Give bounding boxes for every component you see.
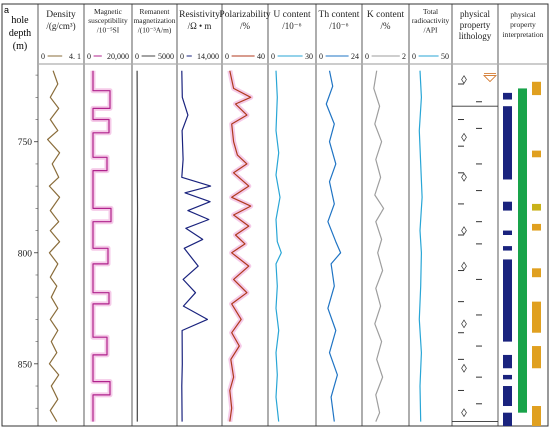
magnetic-scale-max: 20,000: [107, 52, 129, 61]
polarizability-scale-max: 40: [257, 52, 265, 61]
total_radioactivity-header-line: Total: [423, 7, 438, 16]
interpretation-blue-bar: [503, 374, 512, 380]
lithology-header-line: physical: [460, 9, 490, 19]
interpretation-blue-bar: [503, 386, 512, 407]
interpretation-orange-bar: [532, 223, 541, 231]
polarizability-curve: [229, 70, 252, 422]
uranium-scale-max: 30: [305, 52, 313, 61]
lithology-diamond: [461, 261, 467, 271]
density-scale-min: 0: [41, 52, 45, 61]
magnetic-header-line: Magnetic: [94, 7, 123, 16]
magnetic-header-line: /10⁻⁵SI: [97, 25, 120, 34]
potassium-header-line: /%: [381, 21, 392, 31]
depth-tick-label: 800: [18, 249, 33, 259]
thorium-scale-max: 24: [351, 52, 359, 61]
total_radioactivity-header-line: /API: [424, 25, 439, 34]
resistivity-scale-max: 14,000: [197, 52, 219, 61]
interpretation-orange-bar: [532, 81, 541, 96]
density-header-line: Density: [46, 10, 76, 20]
depth-header-line1: hole: [11, 15, 29, 26]
remanent-header-line: /(10⁻³A/m): [138, 25, 172, 34]
uranium-header-line: U content: [273, 10, 311, 20]
resistivity-curve: [181, 70, 212, 422]
lithology-fault-symbol: [483, 75, 497, 83]
polarizability-scale-min: 0: [225, 52, 229, 61]
remanent-header-line: magnetization: [134, 16, 176, 25]
interpretation-orange-bar: [532, 268, 541, 278]
depth-header-line2: depth: [9, 28, 31, 39]
remanent-header-line: Remanent: [140, 7, 171, 16]
interpretation-blue-bar: [503, 354, 512, 369]
potassium-scale-min: 0: [365, 52, 369, 61]
thorium-header-line: Th content: [319, 10, 360, 20]
interpretation-blue-bar: [503, 201, 512, 211]
total_radioactivity-scale-max: 50: [441, 52, 449, 61]
total_radioactivity-curve: [418, 70, 423, 422]
interpretation-orange-bar: [532, 301, 541, 333]
thorium-scale-min: 0: [319, 52, 323, 61]
density-scale-max: 4. 1: [69, 52, 81, 61]
total_radioactivity-header-line: radioactivity: [412, 16, 450, 25]
depth-tick-label: 850: [18, 360, 33, 370]
interpretation-blue-bar: [503, 246, 512, 251]
panel-label: a: [4, 5, 9, 15]
lithology-diamond: [461, 363, 467, 373]
lithology-diamond: [461, 319, 467, 329]
total_radioactivity-scale-min: 0: [412, 52, 416, 61]
thorium-header-line: /10⁻⁶: [329, 21, 348, 31]
lithology-diamond: [461, 75, 467, 85]
potassium-header-line: K content: [367, 10, 405, 20]
grid-layer: [1, 3, 549, 427]
interpretation-blue-bar: [503, 230, 512, 236]
lithology-diamond: [461, 132, 467, 142]
log-frame: [1, 3, 549, 427]
interpretation-orange-bar: [532, 406, 541, 426]
interpretation-green-bar: [518, 88, 527, 413]
uranium-curve: [275, 70, 282, 422]
density-curve: [46, 70, 61, 422]
interpretation-blue-bar: [503, 412, 512, 426]
interpretation-orange-bar: [532, 346, 541, 369]
resistivity-scale-min: 0: [180, 52, 184, 61]
depth-tick-label: 750: [18, 138, 33, 148]
remanent-scale-min: 0: [135, 52, 139, 61]
depth-header-line3: (m): [13, 41, 27, 52]
lithology-header-line: property: [460, 20, 491, 30]
resistivity-header-line: /Ω • m: [188, 21, 212, 31]
lithology-header-line: lithology: [459, 31, 492, 41]
potassium-curve: [373, 70, 385, 422]
polarizability-header-line: Polarizability: [219, 10, 270, 20]
interpretation-blue-bar: [503, 259, 512, 342]
interpretation-header-line: property: [510, 20, 536, 29]
magnetic-curve: [92, 70, 112, 422]
lithology-diamond: [461, 408, 467, 418]
interpretation-blue-bar: [503, 92, 512, 100]
magnetic-header-line: susceptibility: [88, 16, 128, 25]
interpretation-header-line: interpretation: [503, 30, 544, 39]
interpretation-orange-bar: [532, 150, 541, 158]
interpretation-blue-bar: [503, 106, 512, 180]
lithology-diamond: [461, 172, 467, 182]
curve-layer: [46, 70, 541, 426]
interpretation-header-line: physical: [510, 10, 535, 19]
resistivity-header-line: Resistivity: [179, 10, 220, 20]
polarizability-header-line: /%: [240, 21, 251, 31]
uranium-scale-min: 0: [271, 52, 275, 61]
remanent-scale-max: 5000: [158, 52, 174, 61]
interpretation-gold-bar: [532, 203, 541, 211]
magnetic-scale-min: 0: [87, 52, 91, 61]
potassium-scale-max: 2: [402, 52, 406, 61]
text-layer: 750 800 850 Density/(g/cm³) 0 4. 1 Magneticsus…: [18, 7, 544, 370]
density-header-line: /(g/cm³): [46, 21, 75, 31]
uranium-header-line: /10⁻⁶: [282, 21, 301, 31]
lithology-diamond: [461, 226, 467, 236]
thorium-curve: [325, 70, 342, 422]
